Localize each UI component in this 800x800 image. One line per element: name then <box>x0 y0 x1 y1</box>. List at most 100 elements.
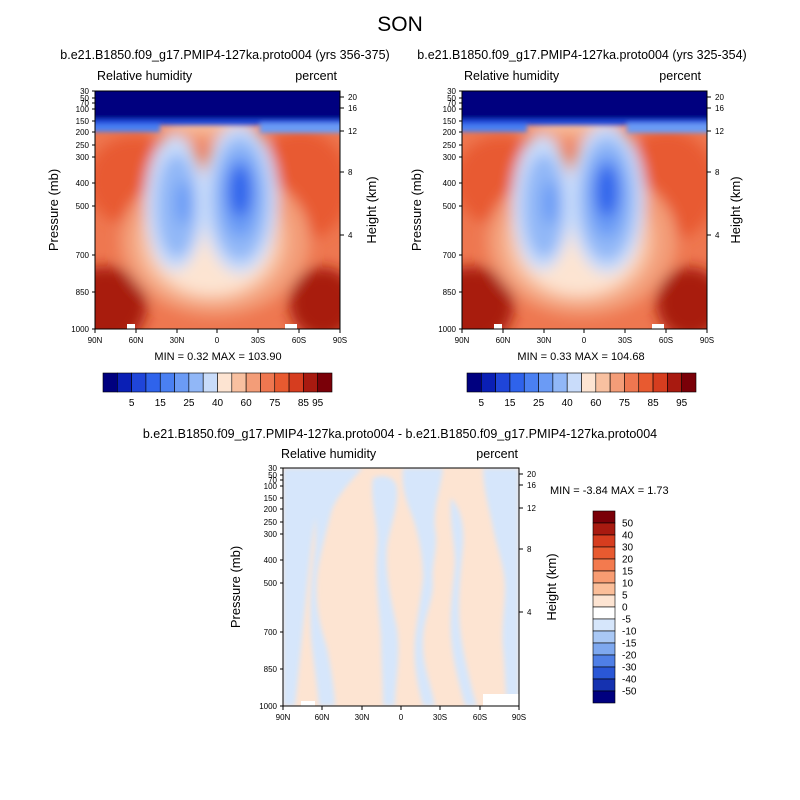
panel-3: b.e21.B1850.f09_g17.PMIP4-127ka.proto004… <box>143 427 669 722</box>
x-tick-label: 30S <box>251 336 265 345</box>
y-tick-label: 400 <box>443 179 457 188</box>
colorbar-swatch <box>592 558 616 572</box>
colorbar-swatch <box>245 372 261 393</box>
colorbar-swatch <box>592 606 616 620</box>
colorbar-label: -15 <box>622 639 637 650</box>
colorbar-swatch <box>217 372 233 393</box>
panel-2-y-axis-label: Pressure (mb) <box>409 169 424 251</box>
y-tick-label: 1000 <box>438 325 456 334</box>
colorbar-label: 40 <box>562 398 574 409</box>
y-tick-label: 1000 <box>259 702 277 711</box>
y-tick-label: 150 <box>76 117 90 126</box>
colorbar-swatch <box>592 618 616 632</box>
colorbar-swatch <box>481 372 496 393</box>
colorbar-label: 50 <box>622 519 634 530</box>
panel-1-y-axis-left: 30 50 70 100 150 200 250 300 400 500 700… <box>71 87 95 334</box>
colorbar-swatch <box>274 372 290 393</box>
y-tick-label: 100 <box>443 105 457 114</box>
y-tick-label: 200 <box>76 128 90 137</box>
x-tick-label: 90S <box>700 336 714 345</box>
y-tick-label: 400 <box>264 556 278 565</box>
colorbar-swatch <box>592 594 616 608</box>
y-tick-label: 100 <box>264 482 278 491</box>
colorbar-label: 75 <box>269 398 281 409</box>
panel-3-units-label: percent <box>476 447 518 461</box>
y-right-tick-label: 12 <box>527 504 536 513</box>
panel-2-plot: 30 50 70 100 150 200 250 300 400 500 700… <box>438 87 724 345</box>
x-tick-label: 30S <box>618 336 632 345</box>
colorbar-swatch <box>592 522 616 536</box>
panel-1-y-axis-label-right: Height (km) <box>364 176 379 243</box>
x-tick-label: 0 <box>399 713 404 722</box>
panel-3-x-axis: 90N 60N 30N 0 30S 60S 90S <box>276 706 526 722</box>
x-tick-label: 90N <box>455 336 470 345</box>
panel-1-colorbar: 5 15 25 40 60 75 85 95 <box>102 372 333 409</box>
panel-1: b.e21.B1850.f09_g17.PMIP4-127ka.proto004… <box>46 48 390 409</box>
y-tick-label: 70 <box>268 476 277 485</box>
colorbar-swatch <box>202 372 218 393</box>
y-tick-label: 300 <box>264 530 278 539</box>
panel-2-units-label: percent <box>659 69 701 83</box>
x-tick-label: 0 <box>215 336 220 345</box>
colorbar-swatch <box>131 372 147 393</box>
colorbar-swatch <box>609 372 625 393</box>
colorbar-label: 75 <box>619 398 631 409</box>
panel-3-title: b.e21.B1850.f09_g17.PMIP4-127ka.proto004… <box>143 427 657 441</box>
y-tick-label: 70 <box>447 99 456 108</box>
colorbar-swatch <box>624 372 640 393</box>
panel-2-title: b.e21.B1850.f09_g17.PMIP4-127ka.proto004… <box>417 48 746 62</box>
y-right-tick-label: 20 <box>348 93 357 102</box>
y-tick-label: 50 <box>268 471 277 480</box>
panel-2-y-axis-left: 30 50 70 100 150 200 250 300 400 500 700… <box>438 87 462 334</box>
colorbar-swatch <box>317 372 333 393</box>
x-tick-label: 60N <box>315 713 330 722</box>
colorbar-label: -10 <box>622 627 637 638</box>
panel-1-field-label: Relative humidity <box>97 69 193 83</box>
y-right-tick-label: 8 <box>715 168 720 177</box>
colorbar-label: 95 <box>676 398 688 409</box>
colorbar-swatch <box>592 666 616 680</box>
y-tick-label: 30 <box>80 87 89 96</box>
panel-2-colorbar: 5 15 25 40 60 75 85 95 <box>466 372 697 409</box>
colorbar-swatch <box>592 582 616 596</box>
x-tick-label: 30N <box>355 713 370 722</box>
y-right-tick-label: 16 <box>527 481 536 490</box>
y-tick-label: 200 <box>443 128 457 137</box>
y-tick-label: 850 <box>443 288 457 297</box>
x-tick-label: 30N <box>170 336 185 345</box>
y-tick-label: 850 <box>76 288 90 297</box>
colorbar-label: -20 <box>622 651 637 662</box>
panel-3-field-label: Relative humidity <box>281 447 377 461</box>
colorbar-label: 10 <box>622 579 634 590</box>
panel-3-plot: 30 50 70 100 150 200 250 300 400 500 700… <box>259 464 536 722</box>
colorbar-label: 15 <box>504 398 516 409</box>
figure-title: SON <box>377 13 423 36</box>
y-right-tick-label: 4 <box>348 231 353 240</box>
panel-2-contour-field <box>462 91 707 329</box>
panel-2-y-axis-right: 20 16 12 8 4 <box>707 93 724 240</box>
x-tick-label: 60S <box>659 336 673 345</box>
colorbar-label: -50 <box>622 687 637 698</box>
colorbar-label: 60 <box>590 398 602 409</box>
y-tick-label: 300 <box>76 153 90 162</box>
colorbar-swatch <box>667 372 682 393</box>
colorbar-label: -30 <box>622 663 637 674</box>
colorbar-swatch <box>188 372 204 393</box>
panel-3-colorbar: 50 40 30 20 15 10 5 0 -5 -10 -15 -20 -30… <box>592 510 637 704</box>
y-tick-label: 700 <box>443 251 457 260</box>
colorbar-swatch <box>159 372 175 393</box>
y-tick-label: 500 <box>76 202 90 211</box>
panel-3-y-axis-right: 20 16 12 8 4 <box>519 470 536 617</box>
y-tick-label: 250 <box>76 141 90 150</box>
panel-2-y-axis-label-right: Height (km) <box>728 176 743 243</box>
colorbar-swatch <box>102 372 118 393</box>
panel-2: b.e21.B1850.f09_g17.PMIP4-127ka.proto004… <box>409 48 747 409</box>
colorbar-swatch <box>592 510 616 524</box>
y-tick-label: 150 <box>443 117 457 126</box>
colorbar-swatch <box>592 630 616 644</box>
colorbar-label: 40 <box>212 398 224 409</box>
panel-1-units-label: percent <box>295 69 337 83</box>
y-tick-label: 300 <box>443 153 457 162</box>
colorbar-swatch <box>509 372 525 393</box>
